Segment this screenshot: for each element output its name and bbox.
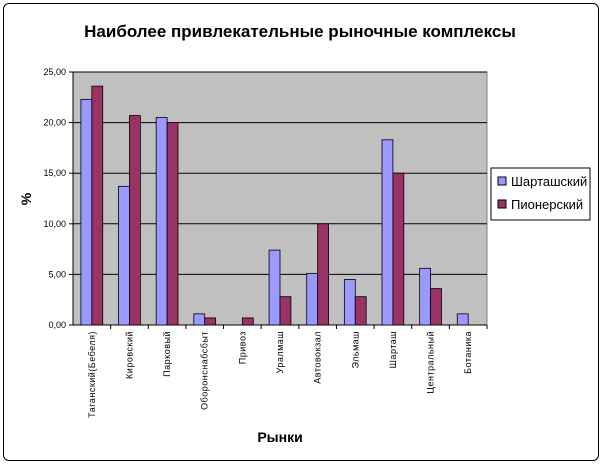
bar-shartashsky — [118, 185, 130, 326]
x-tick-label: Эльмаш — [350, 331, 360, 369]
x-tick-label: Привоз — [237, 331, 247, 364]
bar-pionersky — [241, 317, 254, 326]
bar-pionersky — [392, 172, 405, 326]
legend: Шарташский Пионерский — [490, 167, 591, 221]
bar-shartashsky — [343, 279, 356, 326]
bar-pionersky — [129, 115, 141, 326]
bar-shartashsky — [155, 117, 168, 326]
x-tick-label: Парковый — [162, 331, 172, 377]
legend-box — [490, 167, 591, 221]
bar-shartashsky — [268, 249, 281, 326]
y-tick-label: 15,00 — [43, 168, 66, 178]
x-tick-label: Таганский(Бебеля) — [87, 331, 97, 418]
bar-shartashsky — [306, 272, 319, 326]
x-tick-label: Уралмаш — [275, 331, 285, 374]
y-tick-label: 5,00 — [48, 269, 66, 279]
x-tick-label: Центральный — [426, 331, 436, 394]
bar-shartashsky — [193, 313, 206, 326]
bar-pionersky — [354, 296, 367, 326]
bar-pionersky — [204, 317, 217, 326]
x-tick-label: Шарташ — [388, 331, 398, 368]
bar-pionersky — [430, 288, 442, 326]
x-tick-label: Кировский — [124, 331, 134, 379]
legend-swatch — [497, 176, 507, 186]
y-tick-label: 25,00 — [43, 67, 66, 77]
bar-shartashsky — [456, 313, 469, 326]
legend-label: Пионерский — [511, 197, 583, 212]
y-axis-title: % — [18, 192, 34, 205]
x-axis-title: Рынки — [257, 429, 302, 445]
y-tick-label: 0,00 — [48, 320, 66, 330]
legend-swatch — [497, 199, 507, 209]
bar-pionersky — [91, 85, 104, 326]
bar-pionersky — [317, 223, 329, 326]
legend-label: Шарташский — [511, 174, 587, 189]
chart-title: Наиболее привлекательные рыночные компле… — [84, 22, 516, 41]
y-tick-label: 10,00 — [43, 219, 66, 229]
bar-shartashsky — [80, 98, 93, 326]
bar-pionersky — [166, 122, 179, 326]
y-tick-label: 20,00 — [43, 118, 66, 128]
bar-shartashsky — [419, 267, 431, 326]
bar-shartashsky — [381, 139, 394, 326]
bar-pionersky — [279, 296, 292, 326]
x-tick-label: Ботаника — [463, 331, 473, 374]
x-tick-label: Оборонснабсбыт — [200, 331, 210, 410]
x-tick-label: Автовокзал — [313, 331, 323, 384]
